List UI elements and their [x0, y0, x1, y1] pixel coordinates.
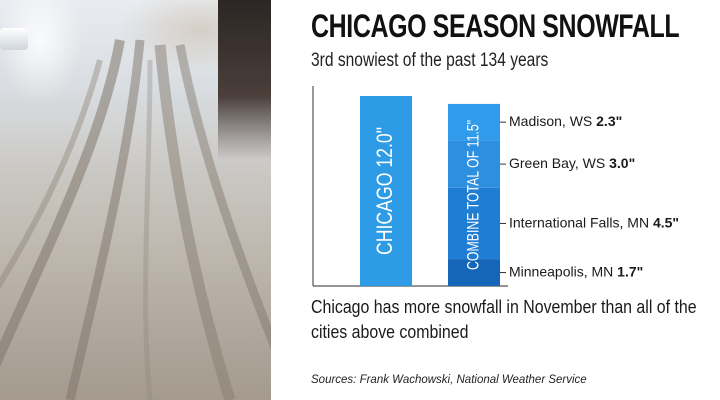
bar-label-combined: COMBINE TOTAL OF 11.5" — [463, 120, 482, 270]
segment-minneapolis-mn — [448, 259, 500, 286]
building-shadow — [218, 0, 271, 160]
segment-international-falls-mn — [448, 187, 500, 260]
segment-label-international-falls-mn: International Falls, MN 4.5" — [509, 214, 679, 230]
segment-labels-group: Minneapolis, MN 1.7" International Falls,… — [500, 113, 679, 279]
source-note: Sources: Frank Wachowski, National Weath… — [311, 374, 587, 386]
bars-group: CHICAGO 12.0" COMBINE TOTAL OF 11.5" — [360, 96, 500, 286]
chart-title: CHICAGO SEASON SNOWFALL — [311, 8, 680, 44]
snowy-road-photo — [0, 0, 271, 400]
parked-car — [0, 28, 28, 50]
segment-label-madison-ws: Madison, WS 2.3" — [509, 113, 622, 129]
tire-tracks — [0, 39, 271, 400]
bar-chicago — [360, 96, 412, 286]
snowfall-chart: CHICAGO 12.0" COMBINE TOTAL OF 11.5" Minn… — [312, 86, 679, 287]
segment-label-green-bay-ws: Green Bay, WS 3.0" — [509, 155, 635, 171]
bar-label-chicago: CHICAGO 12.0" — [372, 127, 397, 255]
segment-madison-ws — [448, 103, 500, 141]
chart-subtitle: 3rd snowiest of the past 134 years — [311, 50, 549, 71]
segment-label-minneapolis-mn: Minneapolis, MN 1.7" — [509, 263, 643, 279]
chart-caption: Chicago has more snowfall in November th… — [311, 296, 697, 342]
segment-green-bay-ws — [448, 140, 500, 188]
